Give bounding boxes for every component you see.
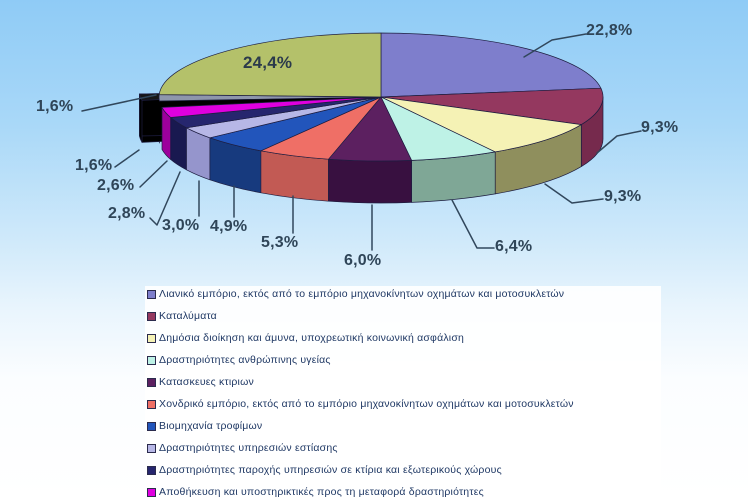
leader-line: [81, 94, 157, 112]
pie-3d: [139, 32, 604, 204]
slice-label: 1,6%: [36, 98, 74, 115]
legend-swatch-icon: [147, 444, 156, 453]
legend-label: Βιομηχανία τροφίμων: [159, 420, 263, 432]
slice-label: 2,8%: [108, 205, 146, 222]
slice-label: 2,6%: [97, 177, 135, 194]
legend-label: Δραστηριότητες υπηρεσιών εστίασης: [159, 442, 338, 454]
leader-line: [544, 183, 604, 204]
legend-swatch-icon: [147, 378, 156, 387]
slice-label: 6,4%: [495, 238, 533, 255]
leader-line: [139, 160, 168, 188]
legend-label: Κατασκευες κτιριων: [159, 376, 254, 388]
legend-label: Δραστηριότητες παροχής υπηρεσιών σε κτίρ…: [159, 464, 502, 476]
legend-item: Αποθήκευση και υποστηρικτικές προς τη με…: [147, 487, 574, 498]
legend-item: Καταλύματα: [147, 311, 574, 333]
leader-lines: [81, 33, 642, 251]
pie-slice-face: [380, 87, 604, 125]
legend-item: Λιανικό εμπόριο, εκτός από το εμπόριο μη…: [147, 289, 574, 311]
pie-slice-face: [380, 96, 582, 153]
legend-label: Δραστηριότητες ανθρώπινης υγείας: [159, 354, 331, 366]
leader-line: [451, 199, 495, 249]
pie-slice-face: [328, 158, 412, 204]
legend-label: Αποθήκευση και υποστηρικτικές προς τη με…: [159, 486, 484, 498]
slice-label: 5,3%: [261, 234, 299, 251]
legend-label: Δημόσια διοίκηση και άμυνα, υποχρεωτική …: [159, 332, 465, 344]
leader-line: [596, 130, 642, 154]
slice-label: 22,8%: [586, 22, 633, 39]
legend-item: Βιομηχανία τροφίμων: [147, 421, 574, 443]
legend-item: Δραστηριότητες ανθρώπινης υγείας: [147, 355, 574, 377]
slice-label: 6,0%: [344, 252, 382, 269]
slice-label: 3,0%: [162, 217, 200, 234]
legend-swatch-icon: [147, 334, 156, 343]
legend-item: Δραστηριότητες υπηρεσιών εστίασης: [147, 443, 574, 465]
legend-item: Δημόσια διοίκηση και άμυνα, υποχρεωτική …: [147, 333, 574, 355]
slice-label: 4,9%: [210, 218, 248, 235]
slice-label: 9,3%: [641, 119, 679, 136]
slice-label: 9,3%: [604, 188, 642, 205]
slice-label: 24,4%: [243, 53, 293, 72]
leader-line: [523, 33, 587, 58]
pie-slice-face: [380, 32, 602, 98]
pie-slice-face: [158, 32, 382, 98]
legend-swatch-icon: [147, 466, 156, 475]
legend-label: Καταλύματα: [159, 310, 217, 322]
slice-label: 1,6%: [75, 157, 113, 174]
legend-item: Χονδρικό εμπόριο, εκτός από το εμπόριο μ…: [147, 399, 574, 421]
legend-item: Κατασκευες κτιριων: [147, 377, 574, 399]
legend: Λιανικό εμπόριο, εκτός από το εμπόριο μη…: [147, 289, 574, 498]
legend-swatch-icon: [147, 356, 156, 365]
legend-label: Λιανικό εμπόριο, εκτός από το εμπόριο μη…: [159, 288, 565, 300]
legend-item: Δραστηριότητες παροχής υπηρεσιών σε κτίρ…: [147, 465, 574, 487]
legend-swatch-icon: [147, 290, 156, 299]
legend-label: Χονδρικό εμπόριο, εκτός από το εμπόριο μ…: [159, 398, 574, 410]
legend-swatch-icon: [147, 312, 156, 321]
legend-swatch-icon: [147, 488, 156, 497]
legend-swatch-icon: [147, 400, 156, 409]
leader-line: [114, 149, 140, 168]
pie-slice-face: [139, 93, 143, 143]
leader-line: [149, 171, 181, 226]
legend-swatch-icon: [147, 422, 156, 431]
pie-slice-face: [161, 96, 382, 118]
legend-panel: [145, 286, 661, 498]
